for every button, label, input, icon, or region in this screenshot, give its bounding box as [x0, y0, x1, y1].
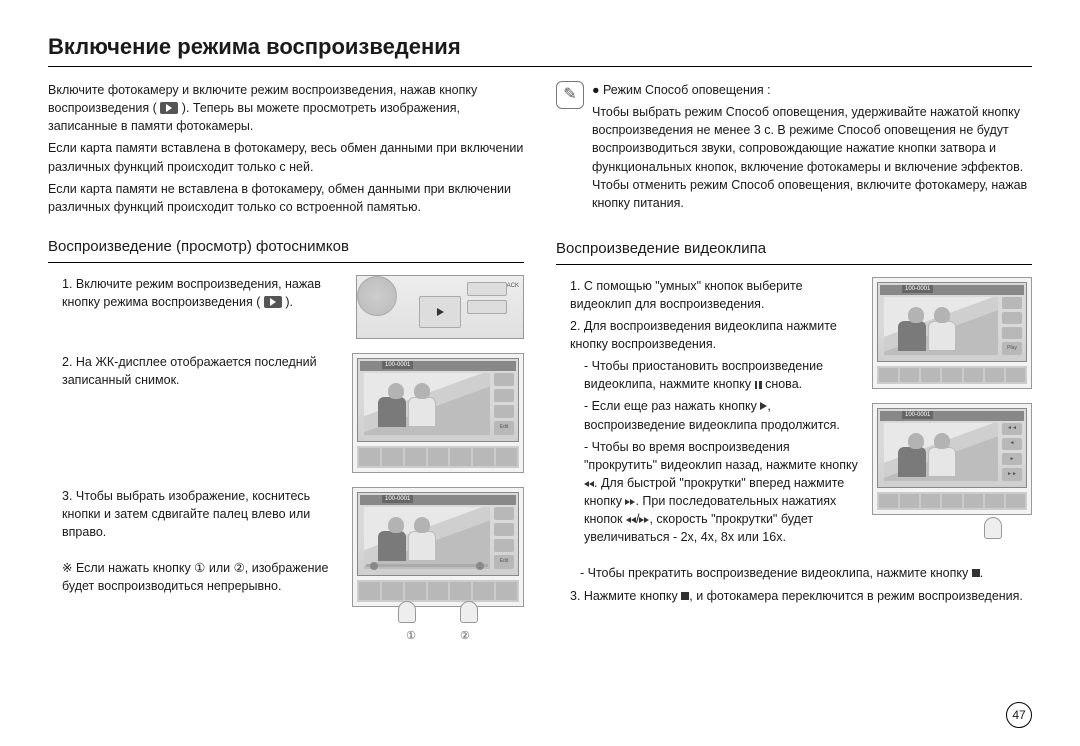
figure-video-1: 100-0001 Play [872, 277, 1032, 389]
stop-icon [972, 569, 980, 577]
hand-marker-right [872, 517, 1032, 544]
right-step2a: - Чтобы приостановить воспроизведение ви… [570, 357, 862, 393]
note-bullet: ● Режим Способ оповещения : [592, 81, 1032, 99]
left-column: Включите фотокамеру и включите режим вос… [48, 81, 524, 659]
right-step2c: - Чтобы во время воспроизведения "прокру… [570, 438, 862, 547]
figure-lcd-2: 100-0001 Edit [352, 487, 524, 607]
page-number: 47 [1006, 702, 1032, 728]
intro-p2: Если карта памяти вставлена в фотокамеру… [48, 139, 524, 175]
right-column: ✎ ● Режим Способ оповещения : Чтобы выбр… [556, 81, 1032, 659]
play-triangle-icon [437, 308, 444, 316]
rewind-icon [584, 481, 594, 487]
rewind-icon [626, 517, 636, 523]
note-body: Чтобы выбрать режим Способ оповещения, у… [592, 103, 1032, 212]
intro-p3: Если карта памяти не вставлена в фотокам… [48, 180, 524, 216]
left-heading: Воспроизведение (просмотр) фотоснимков [48, 236, 524, 263]
hand-markers: ①② [352, 601, 524, 645]
right-step2d: - Чтобы прекратить воспроизведение видео… [556, 564, 1032, 582]
play-icon [264, 296, 282, 308]
figure-camera-controls: BACK [356, 275, 524, 339]
note-icon: ✎ [556, 81, 584, 109]
right-step3: 3. Нажмите кнопку , и фотокамера переклю… [556, 587, 1032, 605]
left-step1: 1. Включите режим воспроизведения, нажав… [48, 275, 346, 311]
right-step2: 2. Для воспроизведения видеоклипа нажмит… [570, 317, 862, 353]
figure-lcd-1: 100-0001 Edit [352, 353, 524, 473]
right-step1: 1. С помощью "умных" кнопок выберите вид… [570, 277, 862, 313]
figure-video-2: 100-0001 ◄◄◄►►► [872, 403, 1032, 515]
right-step2b: - Если еще раз нажать кнопку , воспроизв… [570, 397, 862, 433]
page-title: Включение режима воспроизведения [48, 34, 1032, 67]
right-heading: Воспроизведение видеоклипа [556, 238, 1032, 265]
fastfwd-icon [625, 499, 635, 505]
left-step3: 3. Чтобы выбрать изображение, коснитесь … [62, 487, 342, 541]
intro-p1: Включите фотокамеру и включите режим вос… [48, 81, 524, 135]
fastfwd-icon [639, 517, 649, 523]
play-icon [160, 102, 178, 114]
left-step2: 2. На ЖК-дисплее отображается последний … [48, 353, 342, 389]
left-note: ※ Если нажать кнопку ① или ②, изображени… [62, 559, 342, 595]
pause-icon [755, 381, 762, 389]
